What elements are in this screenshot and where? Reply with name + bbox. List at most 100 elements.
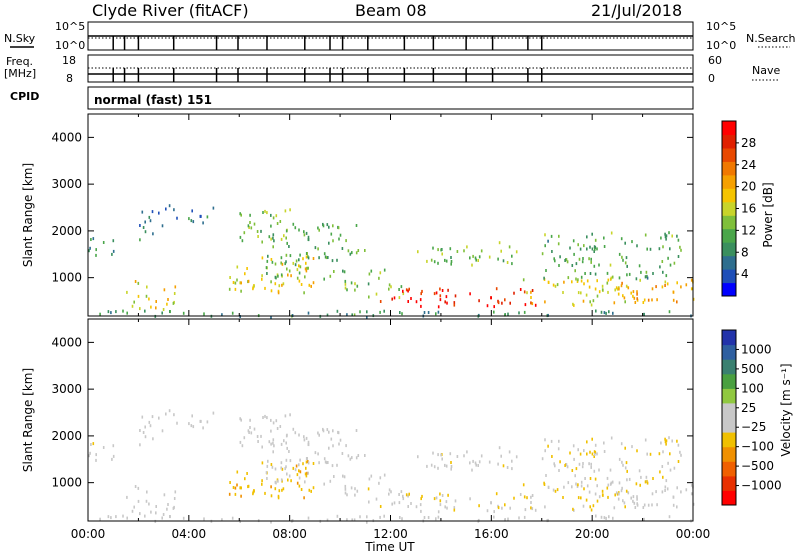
scatter-cell — [651, 503, 653, 507]
scatter-cell — [264, 414, 266, 418]
scatter-cell — [272, 216, 275, 220]
scatter-cell — [632, 495, 635, 499]
scatter-cell — [150, 510, 152, 514]
scatter-cell — [447, 288, 449, 292]
scatter-cell — [305, 261, 307, 265]
scatter-cell — [607, 278, 610, 282]
scatter-cell — [339, 438, 342, 442]
scatter-cell — [588, 462, 590, 466]
colorbar-tick-label: 100 — [741, 381, 764, 395]
scatter-cell — [249, 221, 251, 224]
scatter-cell — [569, 246, 571, 250]
scatter-cell — [636, 497, 638, 501]
scatter-cell — [439, 298, 442, 302]
scatter-cell — [288, 450, 290, 453]
scatter-cell — [441, 457, 443, 461]
scatter-cell — [378, 481, 380, 485]
scatter-cell — [611, 275, 614, 279]
scatter-cell — [557, 242, 560, 246]
scatter-cell — [240, 418, 242, 422]
scatter-cell — [354, 282, 356, 286]
scatter-cell — [636, 290, 638, 294]
scatter-cell — [632, 294, 634, 298]
scatter-cell — [524, 508, 527, 512]
scatter-cell — [146, 490, 148, 494]
scatter-cell — [286, 472, 288, 476]
scatter-cell — [646, 247, 648, 251]
scatter-cell — [690, 278, 693, 282]
scatter-cell — [188, 217, 190, 221]
scatter-cell — [493, 305, 495, 309]
scatter-cell — [270, 237, 272, 241]
scatter-cell — [449, 452, 452, 456]
scatter-cell — [636, 297, 638, 301]
scatter-cell — [298, 279, 301, 283]
scatter-cell — [310, 489, 312, 493]
scatter-cell — [415, 505, 418, 509]
scatter-cell — [598, 495, 601, 499]
colorbar-tick-label: 500 — [741, 362, 764, 376]
scatter-cell — [346, 313, 348, 317]
scatter-cell — [306, 471, 308, 475]
scatter-cell — [610, 231, 613, 235]
scatter-cell — [588, 285, 591, 289]
scatter-cell — [139, 307, 141, 311]
scatter-cell — [246, 472, 248, 475]
scatter-cell — [155, 300, 157, 303]
scatter-cell — [307, 443, 310, 447]
scatter-cell — [393, 501, 396, 505]
scatter-cell — [131, 304, 134, 308]
scatter-cell — [299, 458, 301, 462]
scatter-cell — [240, 213, 242, 217]
scatter-cell — [583, 244, 585, 248]
scatter-cell — [585, 498, 588, 502]
scatter-cell — [593, 469, 596, 473]
scatter-cell — [649, 452, 652, 456]
scatter-cell — [586, 235, 588, 239]
scatter-cell — [672, 495, 675, 499]
scatter-cell — [677, 255, 680, 258]
scatter-cell — [552, 283, 555, 287]
scatter-cell — [617, 292, 620, 296]
scatter-cell — [589, 450, 591, 454]
scatter-cell — [543, 276, 545, 280]
scatter-cell — [613, 506, 616, 510]
scatter-cell — [261, 256, 264, 260]
scatter-cell — [190, 219, 193, 223]
scatter-cell — [305, 474, 308, 478]
scatter-cell — [603, 450, 606, 453]
scatter-cell — [506, 466, 509, 469]
scatter-cell — [628, 272, 631, 276]
scatter-cell — [331, 464, 334, 468]
scatter-cell — [289, 413, 291, 417]
scatter-cell — [341, 452, 344, 455]
scatter-cell — [338, 237, 340, 241]
scatter-cell — [550, 234, 553, 238]
scatter-cell — [342, 474, 344, 478]
nsearch-label: N.Search — [746, 32, 796, 45]
scatter-cell — [287, 478, 289, 482]
scatter-cell — [581, 465, 584, 469]
scatter-cell — [584, 477, 586, 480]
scatter-cell — [680, 490, 682, 494]
scatter-cell — [244, 477, 246, 481]
scatter-cell — [314, 451, 317, 455]
x-tick-label: 20:00 — [575, 527, 610, 541]
scatter-cell — [606, 476, 609, 480]
colorbar-tick-label: 24 — [741, 158, 756, 172]
scatter-cell — [281, 488, 283, 492]
scatter-cell — [163, 288, 166, 292]
scatter-cell — [618, 481, 621, 485]
scatter-cell — [228, 492, 231, 496]
scatter-cell — [497, 462, 499, 466]
scatter-cell — [345, 444, 347, 448]
scatter-cell — [252, 492, 254, 496]
scatter-cell — [388, 492, 390, 496]
scatter-cell — [445, 500, 448, 504]
freq-tick-top: 18 — [62, 54, 76, 67]
scatter-cell — [326, 518, 329, 522]
scatter-cell — [344, 282, 347, 286]
scatter-cell — [572, 239, 575, 243]
scatter-cell — [305, 231, 308, 235]
colorbar-segment — [722, 490, 736, 506]
